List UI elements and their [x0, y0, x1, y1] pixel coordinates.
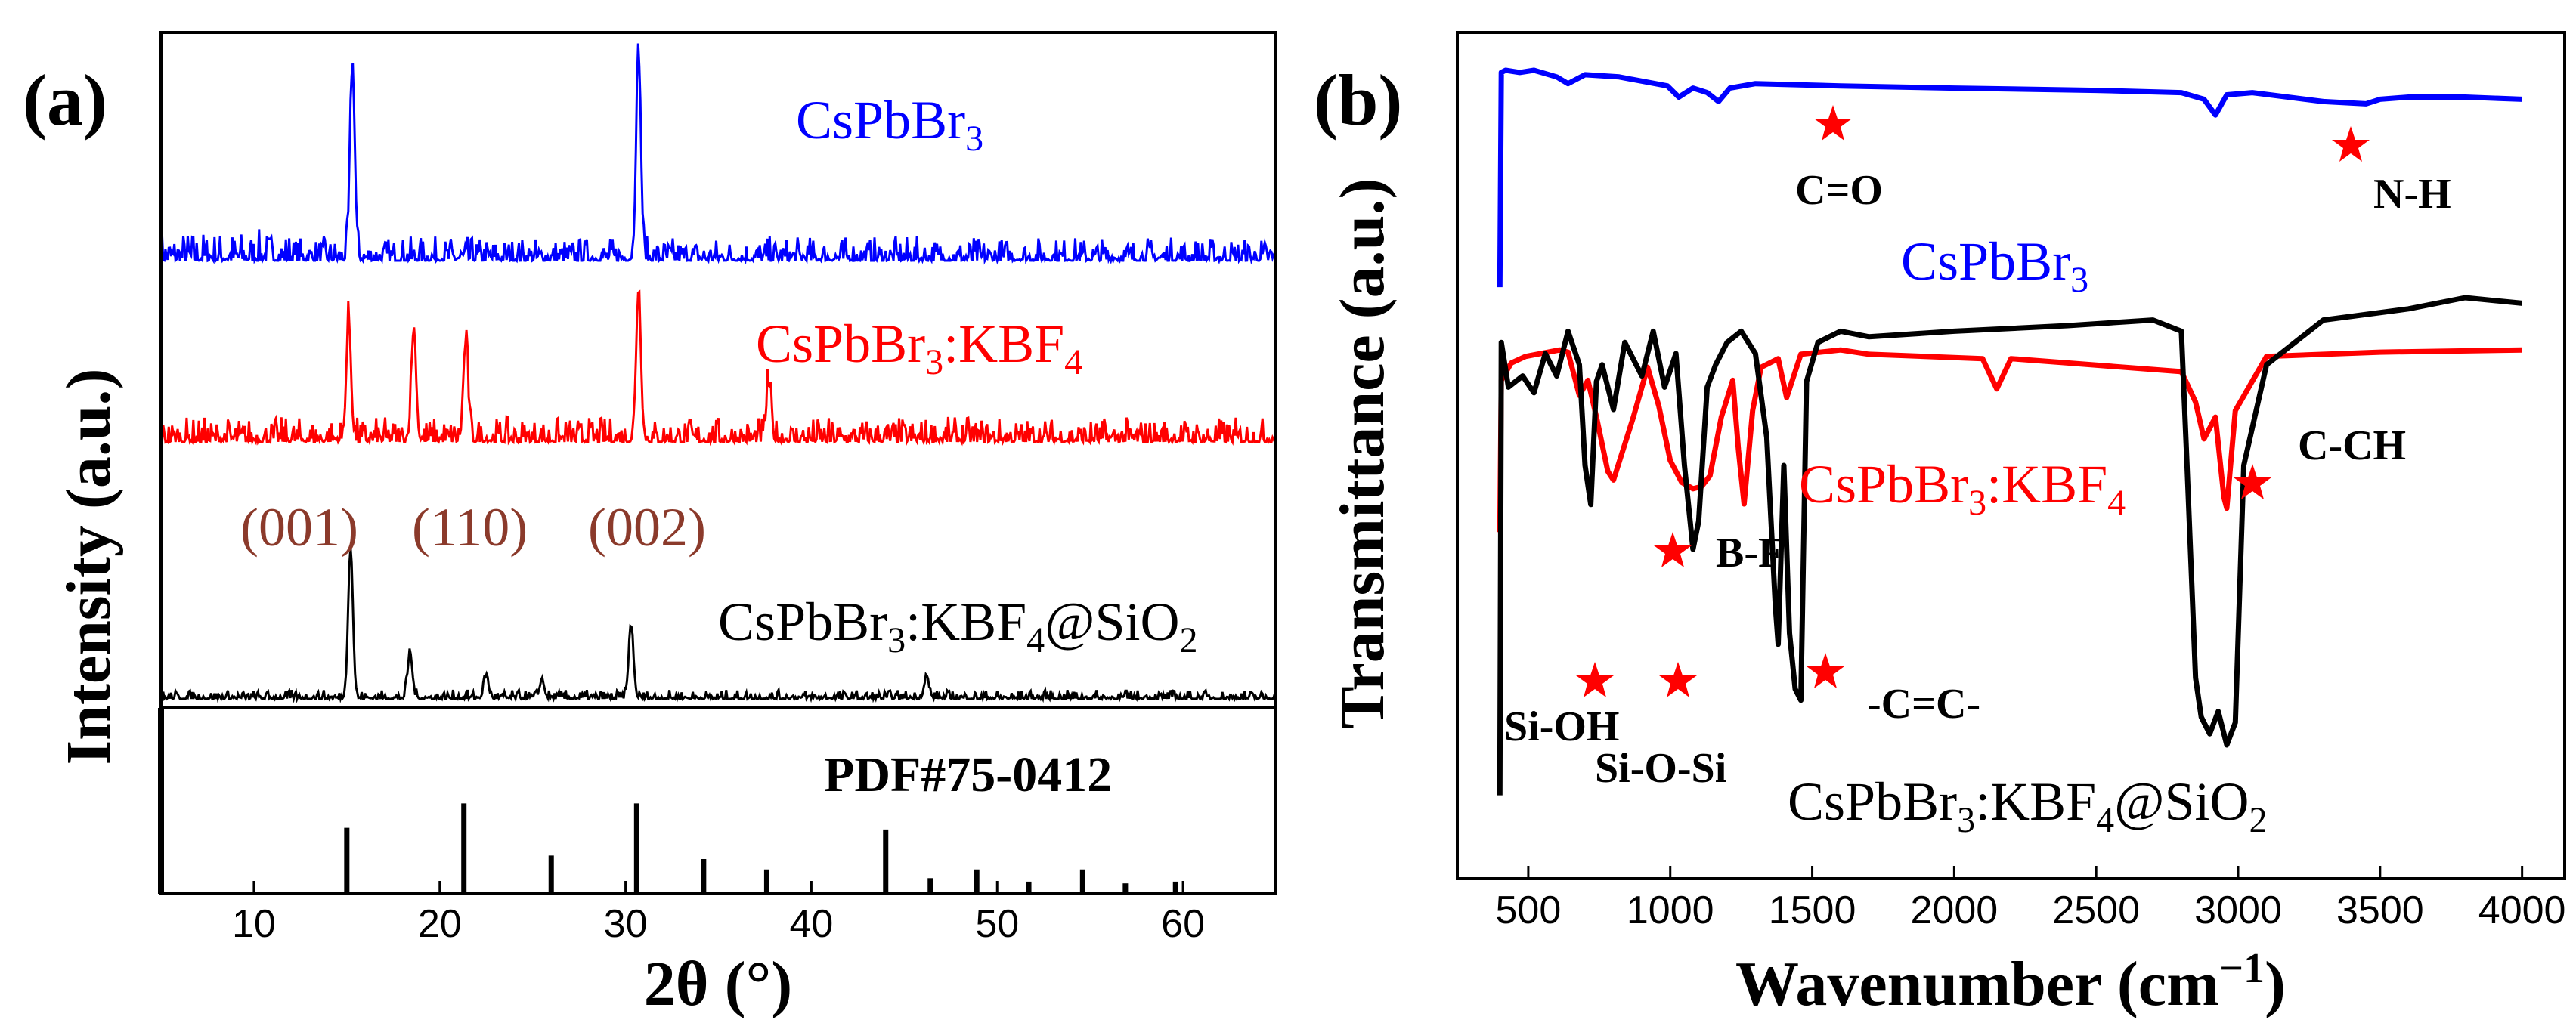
annotation-001: (001) — [240, 497, 358, 558]
x-tick-label: 3000 — [2194, 888, 2282, 932]
x-tick-label: 40 — [789, 902, 833, 946]
star-marker-cch — [2234, 464, 2271, 499]
ftir-series-label-kbf4: CsPbBr3:KBF4 — [1799, 454, 2126, 523]
x-tick-label: 2500 — [2052, 888, 2140, 932]
x-tick-label: 1500 — [1769, 888, 1856, 932]
xrd-series-label-kbf4: CsPbBr3:KBF4 — [756, 314, 1082, 382]
xrd-frame — [159, 31, 1277, 895]
x-tick-label: 4000 — [2478, 888, 2566, 932]
xrd-series-sio2 — [160, 547, 1276, 703]
ftir-series-sio2 — [1497, 295, 2523, 796]
annotation-c-o: C=O — [1795, 167, 1883, 214]
x-tick-label: 500 — [1496, 888, 1562, 932]
ftir-plot — [1497, 67, 2523, 796]
panel-b-label: (b) — [1314, 60, 1402, 141]
ftir-series-cspbbr3 — [1497, 67, 2522, 288]
panel-a-label: (a) — [23, 60, 107, 141]
annotation-c-c: -C=C- — [1867, 681, 1980, 728]
annotation-si-oh: Si-OH — [1504, 703, 1619, 750]
x-tick-label: 3500 — [2336, 888, 2424, 932]
ftir-star-markers — [1576, 105, 2370, 697]
xrd-series-cspbbr3 — [159, 43, 1276, 265]
ftir-x-axis-title: Wavenumber (cm−1) — [1735, 945, 2286, 1019]
star-marker-sioh — [1576, 662, 1614, 697]
ftir-x-axis: 500 1000 1500 2000 2500 3000 3500 4000 — [1496, 866, 2566, 932]
panel-b: (b) 500 1000 1500 2000 2500 3000 3500 4000 CsPb… — [1314, 31, 2566, 1019]
star-marker-bf — [1654, 532, 1692, 567]
x-tick-label: 50 — [975, 902, 1019, 946]
ftir-series-label-sio2: CsPbBr3:KBF4@SiO2 — [1788, 771, 2268, 840]
annotation-c-ch: C-CH — [2298, 422, 2406, 469]
reference-label: PDF#75-0412 — [824, 747, 1112, 802]
annotation-si-o-si: Si-O-Si — [1595, 745, 1726, 792]
ftir-y-axis-title: Transmittance (a.u.) — [1327, 178, 1398, 729]
star-marker-co — [1814, 105, 1852, 141]
x-tick-label: 10 — [232, 902, 276, 946]
ftir-frame — [1456, 31, 2566, 880]
x-tick-label: 1000 — [1627, 888, 1714, 932]
annotation-b-f: B-F — [1716, 530, 1784, 576]
panel-a: (a) 10 20 30 40 50 60 CsPbBr3 CsPbBr3:KBF4 Cs… — [23, 31, 1277, 1019]
xrd-y-axis-title: Intensity (a.u.) — [54, 368, 124, 765]
star-marker-cc — [1807, 653, 1844, 688]
x-tick-label: 60 — [1161, 902, 1205, 946]
star-marker-siosi — [1659, 662, 1697, 697]
xrd-x-axis-title: 2θ (°) — [644, 949, 792, 1019]
xrd-series-kbf4 — [159, 289, 1276, 447]
annotation-110: (110) — [412, 497, 528, 558]
annotation-002: (002) — [588, 497, 706, 558]
ftir-series-label-cspbbr3: CsPbBr3 — [1901, 231, 2088, 300]
annotation-n-h: N-H — [2373, 171, 2451, 218]
star-marker-nh — [2332, 126, 2370, 162]
x-tick-label: 30 — [604, 902, 648, 946]
xrd-series-label-cspbbr3: CsPbBr3 — [796, 90, 983, 159]
x-tick-label: 20 — [418, 902, 462, 946]
xrd-x-axis: 10 20 30 40 50 60 — [232, 881, 1205, 946]
xrd-series-label-sio2: CsPbBr3:KBF4@SiO2 — [718, 592, 1198, 660]
x-tick-label: 2000 — [1911, 888, 1999, 932]
